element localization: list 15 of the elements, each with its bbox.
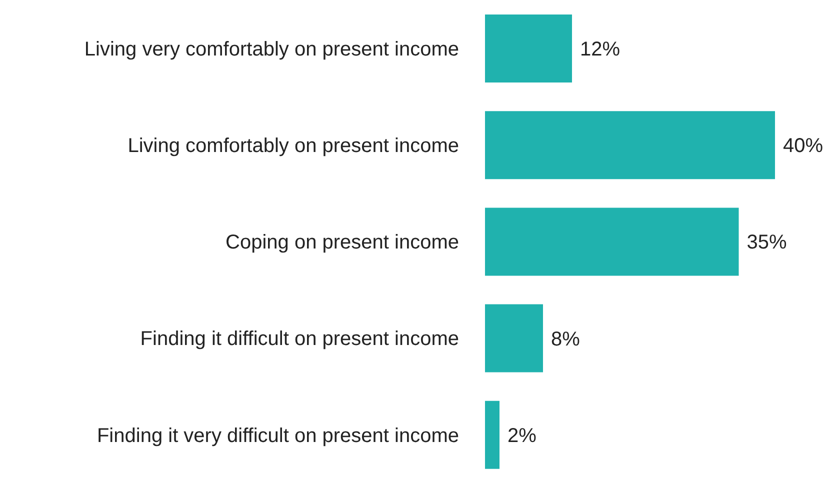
bar: [485, 400, 500, 469]
y-tick-label: Living very comfortably on present income: [84, 38, 459, 60]
y-tick-label: Finding it difficult on present income: [140, 328, 459, 350]
y-tick-label: Living comfortably on present income: [128, 135, 459, 157]
data-label: 35%: [746, 232, 787, 254]
bar: [485, 208, 739, 276]
bar: [485, 111, 775, 180]
data-label: 2%: [508, 424, 537, 447]
data-label: 8%: [551, 328, 580, 350]
bar: [485, 304, 543, 372]
data-label: 12%: [580, 38, 620, 60]
data-label: 40%: [783, 135, 824, 158]
bar: [485, 14, 572, 82]
y-tick-label: Coping on present income: [226, 232, 459, 254]
y-tick-label: Finding it very difficult on present income: [96, 424, 459, 447]
